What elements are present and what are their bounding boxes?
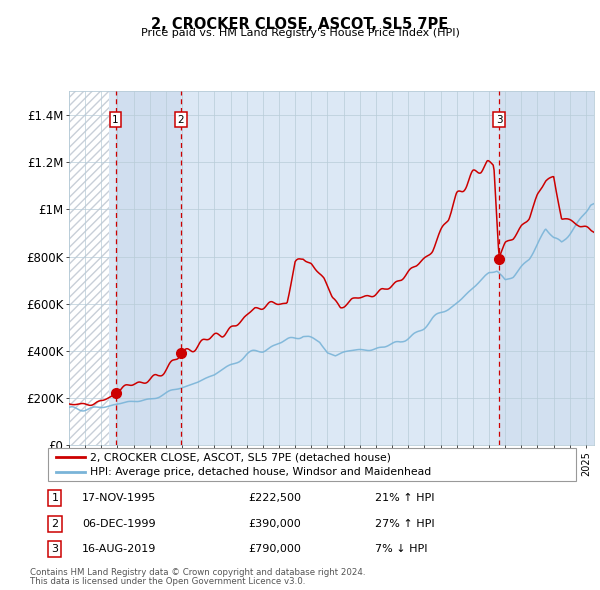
Text: 2: 2	[178, 115, 184, 124]
Bar	[116, 91, 181, 445]
Text: £790,000: £790,000	[248, 544, 302, 554]
Text: 3: 3	[52, 544, 58, 554]
Text: 06-DEC-1999: 06-DEC-1999	[82, 519, 156, 529]
Text: 27% ↑ HPI: 27% ↑ HPI	[376, 519, 435, 529]
Text: 1: 1	[52, 493, 58, 503]
Bar	[499, 91, 594, 445]
FancyBboxPatch shape	[48, 448, 576, 481]
Text: 2, CROCKER CLOSE, ASCOT, SL5 7PE (detached house): 2, CROCKER CLOSE, ASCOT, SL5 7PE (detach…	[90, 452, 391, 462]
Text: 2: 2	[52, 519, 58, 529]
Text: 3: 3	[496, 115, 502, 124]
Text: 7% ↓ HPI: 7% ↓ HPI	[376, 544, 428, 554]
Text: 21% ↑ HPI: 21% ↑ HPI	[376, 493, 435, 503]
Text: 16-AUG-2019: 16-AUG-2019	[82, 544, 157, 554]
Bar	[69, 91, 109, 445]
Text: HPI: Average price, detached house, Windsor and Maidenhead: HPI: Average price, detached house, Wind…	[90, 467, 431, 477]
Text: £222,500: £222,500	[248, 493, 302, 503]
Text: Price paid vs. HM Land Registry's House Price Index (HPI): Price paid vs. HM Land Registry's House …	[140, 28, 460, 38]
Text: This data is licensed under the Open Government Licence v3.0.: This data is licensed under the Open Gov…	[30, 577, 305, 586]
Text: 2, CROCKER CLOSE, ASCOT, SL5 7PE: 2, CROCKER CLOSE, ASCOT, SL5 7PE	[151, 17, 449, 31]
Text: 1: 1	[112, 115, 119, 124]
Text: Contains HM Land Registry data © Crown copyright and database right 2024.: Contains HM Land Registry data © Crown c…	[30, 568, 365, 576]
Text: £390,000: £390,000	[248, 519, 301, 529]
Text: 17-NOV-1995: 17-NOV-1995	[82, 493, 157, 503]
